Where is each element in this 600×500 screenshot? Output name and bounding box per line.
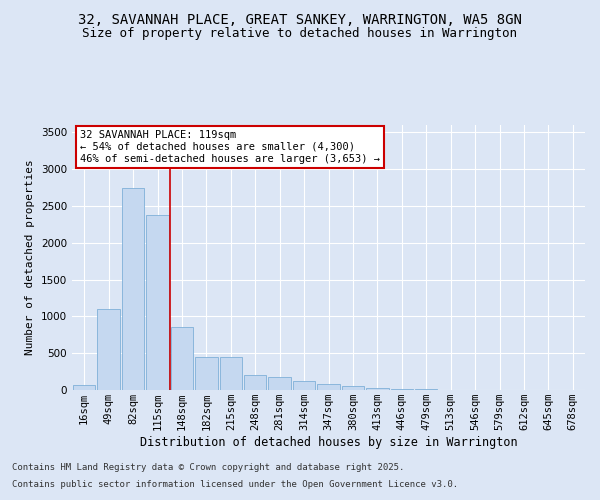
Text: Size of property relative to detached houses in Warrington: Size of property relative to detached ho… bbox=[83, 28, 517, 40]
Bar bbox=[170, 328, 193, 390]
Text: Contains public sector information licensed under the Open Government Licence v3: Contains public sector information licen… bbox=[12, 480, 458, 489]
Bar bbox=[97, 309, 120, 390]
Bar bbox=[341, 386, 364, 390]
X-axis label: Distribution of detached houses by size in Warrington: Distribution of detached houses by size … bbox=[140, 436, 517, 449]
Y-axis label: Number of detached properties: Number of detached properties bbox=[25, 160, 35, 356]
Bar bbox=[317, 384, 340, 390]
Bar bbox=[244, 376, 266, 390]
Bar bbox=[73, 385, 95, 390]
Bar bbox=[146, 215, 169, 390]
Bar bbox=[122, 188, 145, 390]
Bar bbox=[391, 389, 413, 390]
Bar bbox=[268, 377, 291, 390]
Bar bbox=[366, 388, 389, 390]
Bar bbox=[195, 357, 218, 390]
Text: 32, SAVANNAH PLACE, GREAT SANKEY, WARRINGTON, WA5 8GN: 32, SAVANNAH PLACE, GREAT SANKEY, WARRIN… bbox=[78, 12, 522, 26]
Bar bbox=[220, 357, 242, 390]
Text: 32 SAVANNAH PLACE: 119sqm
← 54% of detached houses are smaller (4,300)
46% of se: 32 SAVANNAH PLACE: 119sqm ← 54% of detac… bbox=[80, 130, 380, 164]
Bar bbox=[293, 381, 316, 390]
Text: Contains HM Land Registry data © Crown copyright and database right 2025.: Contains HM Land Registry data © Crown c… bbox=[12, 464, 404, 472]
